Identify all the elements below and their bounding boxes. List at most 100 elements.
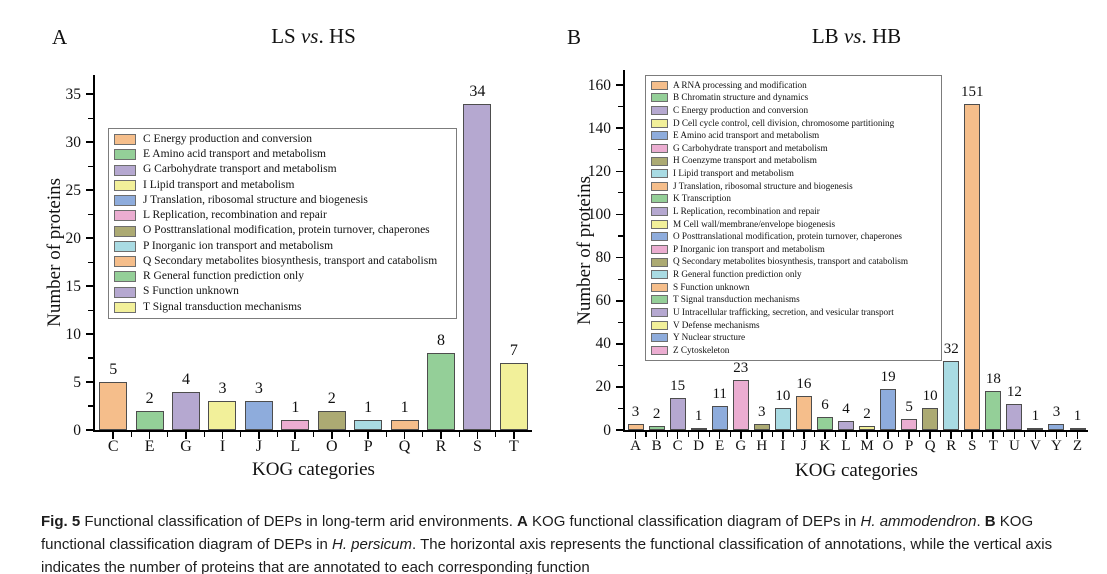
legend-item-Z: Z Cytoskeleton [651,345,936,355]
y-minor-tick [618,149,623,151]
y-minor-tick [88,213,93,215]
bar-slot-G: 4 [168,75,204,430]
bar-value-R: 8 [437,332,445,349]
legend-swatch-P [114,240,136,252]
legend-label-I: I Lipid transport and metabolism [673,168,794,179]
y-tick-label: 0 [603,421,611,439]
x-major-tick [845,432,847,439]
bar-T [985,391,1002,430]
y-major-tick [86,429,93,431]
legend-swatch-T [651,295,668,305]
bar-G [732,380,749,430]
x-major-tick [760,432,763,439]
bar-M [859,426,876,430]
bar-value-H: 3 [758,404,766,420]
legend-swatch-L [651,207,668,217]
panel-a-title: LS vs. HS [95,24,532,49]
legend-item-T: T Signal transduction mechanisms [651,295,936,305]
y-tick-label: 25 [65,181,82,199]
x-major-tick [148,432,151,439]
bar-R [943,361,960,430]
x-tick-label-Z: Z [1072,438,1083,454]
legend-label-G: G Carbohydrate transport and metabolism [143,163,337,176]
x-tick-label-I: I [780,438,786,454]
legend-swatch-E [651,131,668,141]
legend-swatch-R [114,271,136,283]
legend-label-E: E Amino acid transport and metabolism [673,130,820,141]
bar-value-G: 4 [182,371,191,388]
x-minor-tick [240,432,242,437]
bar-value-U: 12 [1006,384,1022,400]
legend-item-O: O Posttranslational modification, protei… [651,231,936,242]
text-segment: . [976,513,985,530]
legend-swatch-J [651,181,668,191]
legend-item-E: E Amino acid transport and metabolism [651,130,936,141]
panel-b-label: B [567,25,582,49]
x-minor-tick [1045,432,1047,437]
bar-value-L: 1 [291,399,300,416]
text-segment: . HS [318,24,356,48]
legend-item-U: U Intracellular trafficking, secretion, … [651,307,936,318]
y-major-tick [616,170,623,173]
bar-O [880,389,897,430]
legend-swatch-L [114,210,136,222]
y-major-tick [616,127,623,130]
legend-label-R: R General function prediction only [673,269,802,280]
bar-slot-D: 1 [688,70,709,430]
y-tick-label: 120 [587,162,611,180]
x-major-tick [824,432,826,439]
bar-U [1006,404,1023,430]
legend-item-E: E Amino acid transport and metabolism [114,149,451,161]
x-tick-label-L: L [841,438,851,454]
y-major-tick [86,189,93,192]
y-major-tick [616,256,623,259]
x-minor-tick [961,432,963,437]
legend-swatch-C [651,106,668,116]
legend-label-J: J Translation, ribosomal structure and b… [673,180,853,191]
legend-swatch-C [114,134,136,146]
bar-value-G: 23 [733,360,749,376]
bar-D [690,428,707,430]
x-minor-tick [898,432,900,437]
bar-slot-E: 2 [131,75,167,430]
bar-value-A: 3 [631,404,640,420]
x-minor-tick [495,432,497,437]
y-minor-tick [618,106,623,108]
x-tick-label-C: C [672,438,683,454]
legend-swatch-B [651,93,668,103]
bar-slot-J: 16 [793,70,814,430]
x-tick-label-R: R [435,438,447,455]
bar-slot-L: 4 [835,70,856,430]
y-tick-label: 15 [65,277,82,295]
x-tick-label-T: T [988,438,998,454]
text-segment: H. ammodendron [860,513,977,530]
legend-swatch-U [651,308,668,318]
legend-item-R: R General function prediction only [651,269,936,280]
x-minor-tick [919,432,921,437]
bar-slot-S: 151 [961,70,984,430]
legend-label-Y: Y Nuclear structure [673,332,746,343]
y-major-tick [616,342,623,345]
bar-value-P: 1 [364,399,373,416]
bar-value-T: 18 [985,371,1001,387]
legend-label-R: R General function prediction only [143,270,304,283]
panel-b-title: LB vs. HB [625,24,1088,49]
y-tick-label: 0 [73,421,81,439]
bar-P [354,420,383,430]
legend-item-Q: Q Secondary metabolites biosynthesis, tr… [114,255,451,268]
legend-item-C: C Energy production and conversion [651,105,936,116]
x-tick-label-R: R [946,438,957,454]
y-tick-label: 60 [595,292,612,310]
x-major-tick [294,432,297,439]
bar-slot-O: 2 [314,75,350,430]
legend-swatch-Z [651,345,668,355]
x-major-tick [476,432,479,439]
legend-label-A: A RNA processing and modification [673,79,807,90]
y-major-tick [616,213,623,216]
bar-value-Q: 10 [922,388,938,404]
x-tick-label-T: T [508,438,519,455]
bar-E [135,411,164,430]
y-tick-label: 20 [595,378,612,396]
legend-swatch-Q [651,257,668,267]
bar-J [244,401,273,430]
